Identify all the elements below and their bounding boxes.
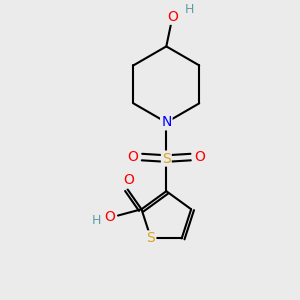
Text: O: O: [124, 173, 134, 188]
Text: O: O: [195, 150, 206, 164]
Text: S: S: [162, 152, 171, 166]
Text: H: H: [92, 214, 101, 227]
Text: S: S: [147, 231, 155, 245]
Text: O: O: [104, 210, 115, 224]
Text: O: O: [167, 10, 178, 24]
Text: N: N: [161, 116, 172, 129]
Text: O: O: [127, 150, 138, 164]
Text: H: H: [184, 3, 194, 16]
